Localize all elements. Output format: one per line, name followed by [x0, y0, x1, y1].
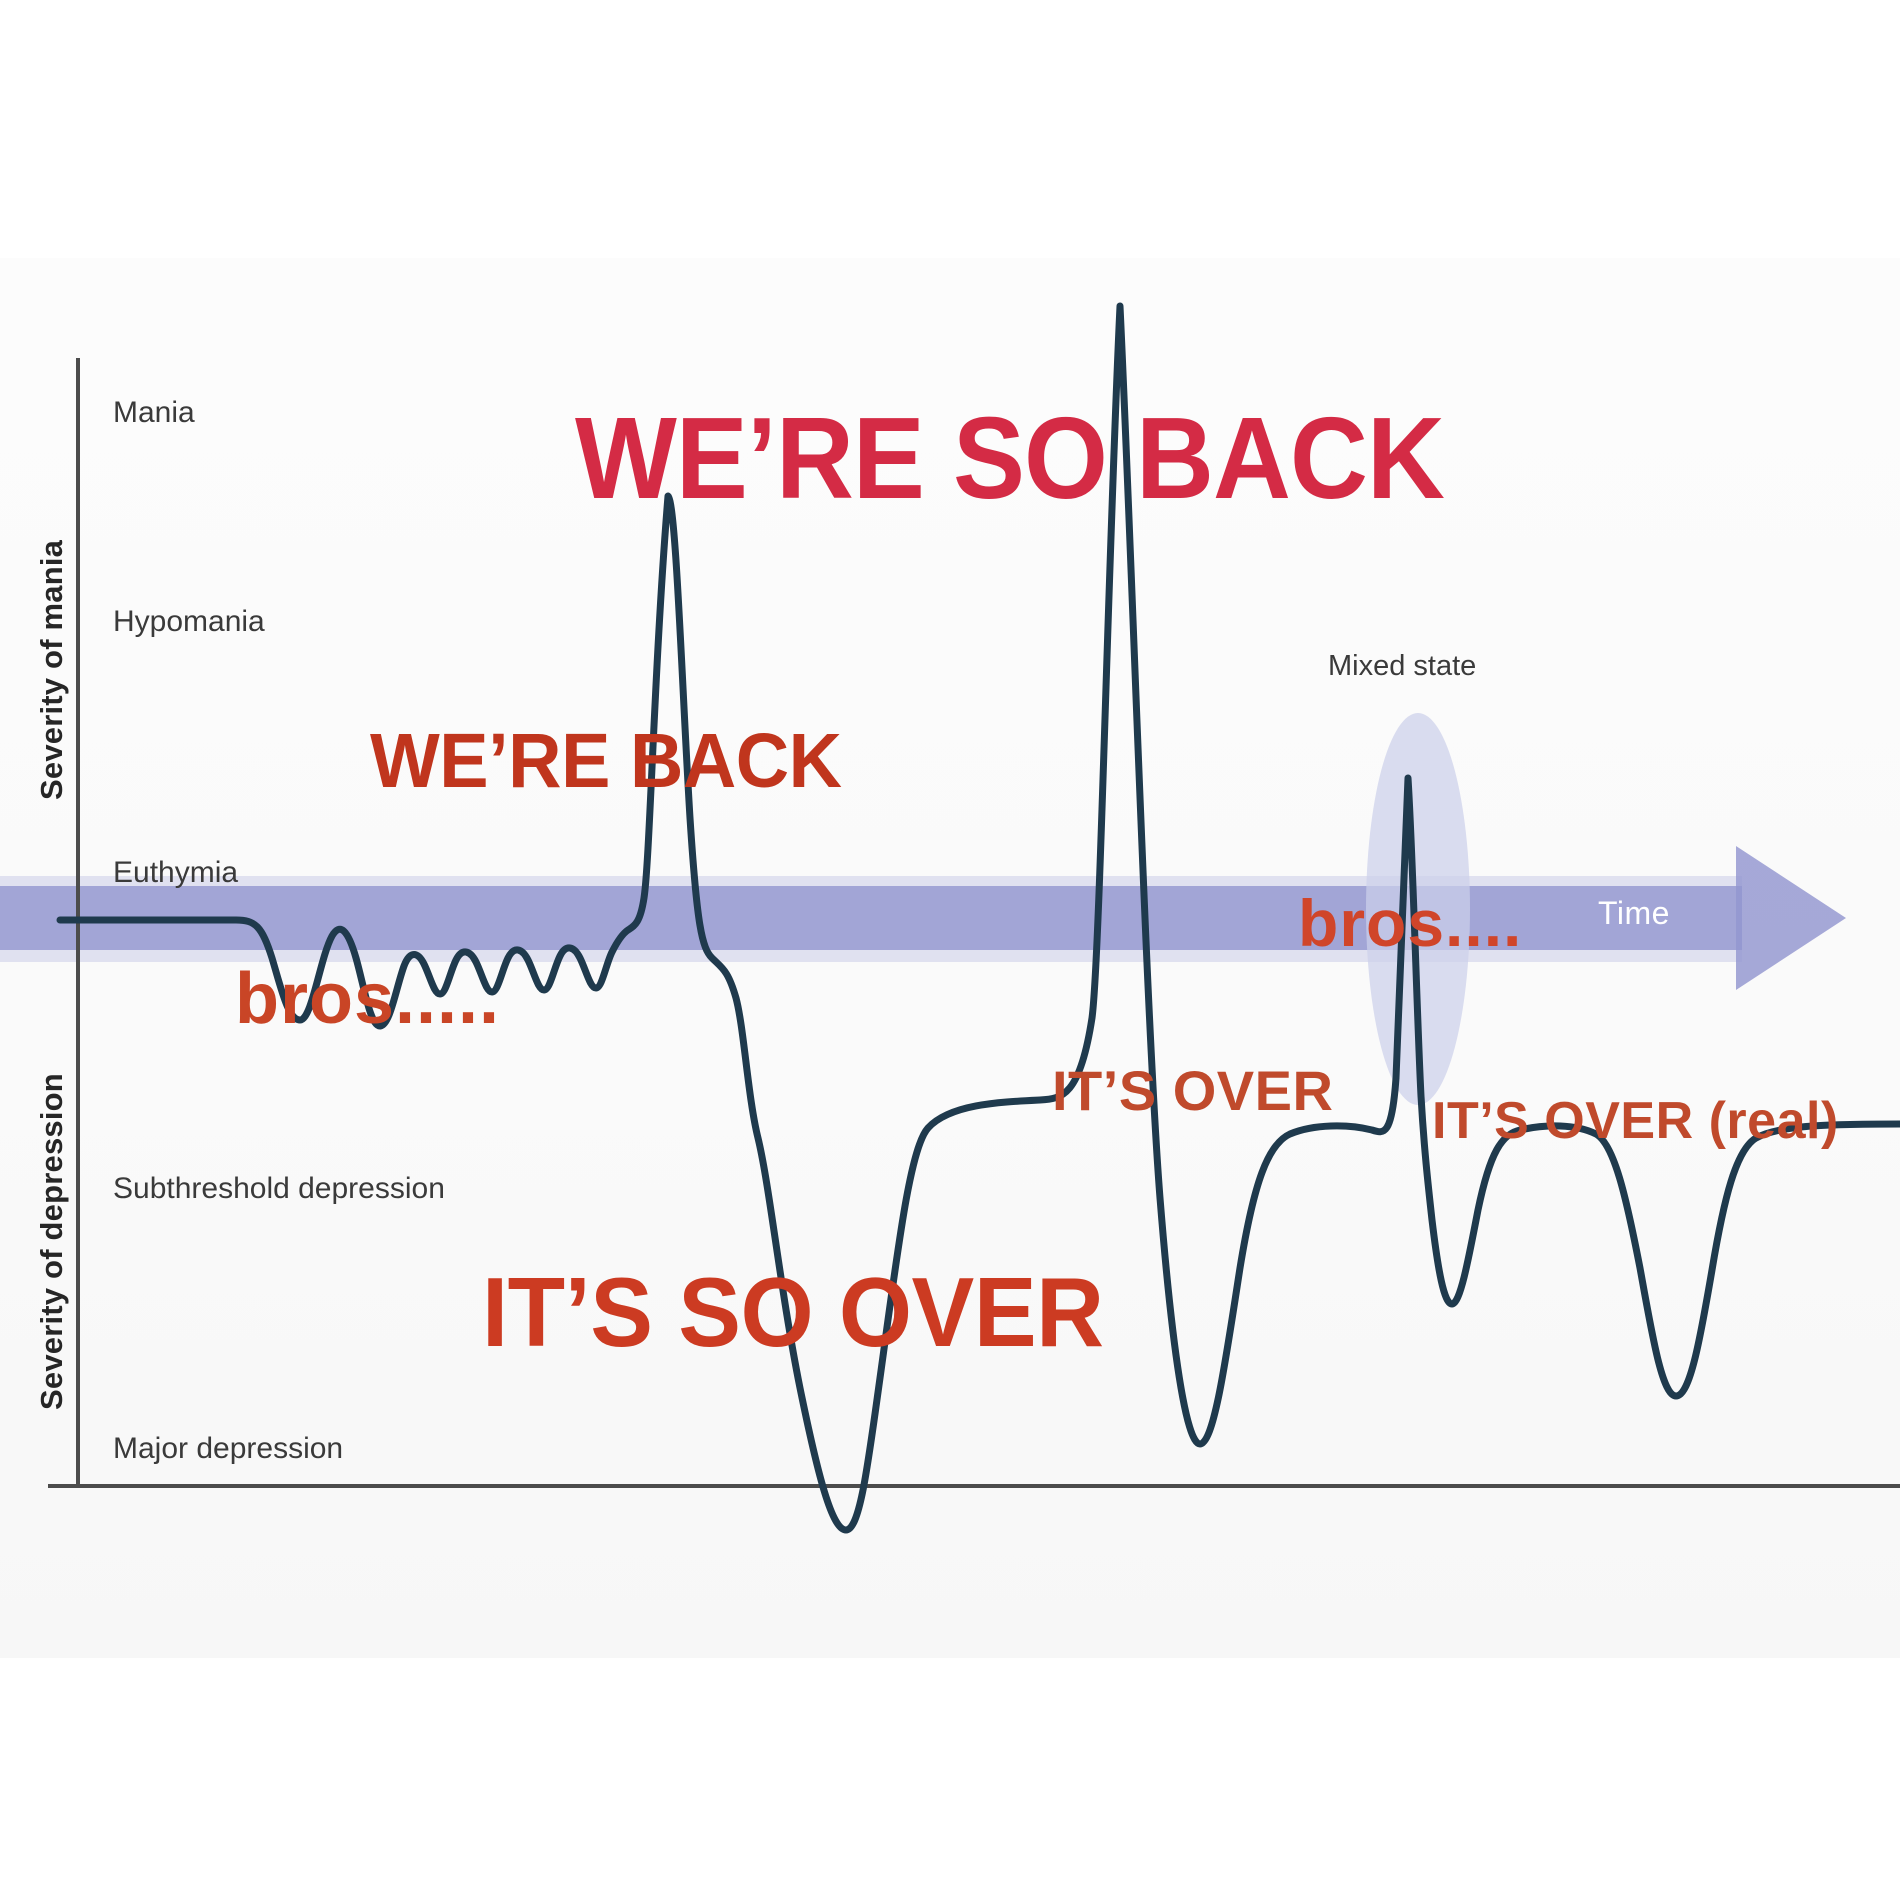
meme-text-its-over-real: IT’S OVER (real) — [1432, 1092, 1839, 1150]
meme-text-its-so-over: IT’S SO OVER — [482, 1257, 1104, 1367]
mixed-state-label: Mixed state — [1328, 650, 1477, 682]
meme-text-bros-second: bros.... — [1298, 886, 1523, 960]
y-axis-line — [76, 358, 80, 1486]
y-axis-caption-depression: Severity of depression — [34, 1073, 69, 1410]
x-axis-line — [48, 1484, 1900, 1488]
time-arrow-icon — [1736, 846, 1846, 990]
ytick-label-major-depression: Major depression — [113, 1432, 344, 1465]
meme-text-its-over: IT’S OVER — [1052, 1059, 1334, 1122]
ytick-label-euthymia: Euthymia — [113, 856, 239, 889]
meme-text-were-so-back: WE’RE SO BACK — [575, 393, 1445, 523]
meme-text-were-back: WE’RE BACK — [370, 718, 842, 804]
y-axis-caption-mania: Severity of mania — [34, 539, 69, 800]
ytick-label-subthreshold-depression: Subthreshold depression — [113, 1172, 445, 1205]
time-axis-label: Time — [1598, 895, 1670, 931]
meme-text-bros-first: bros..... — [235, 959, 501, 1039]
ytick-label-mania: Mania — [113, 396, 195, 429]
ytick-label-hypomania: Hypomania — [113, 605, 265, 638]
